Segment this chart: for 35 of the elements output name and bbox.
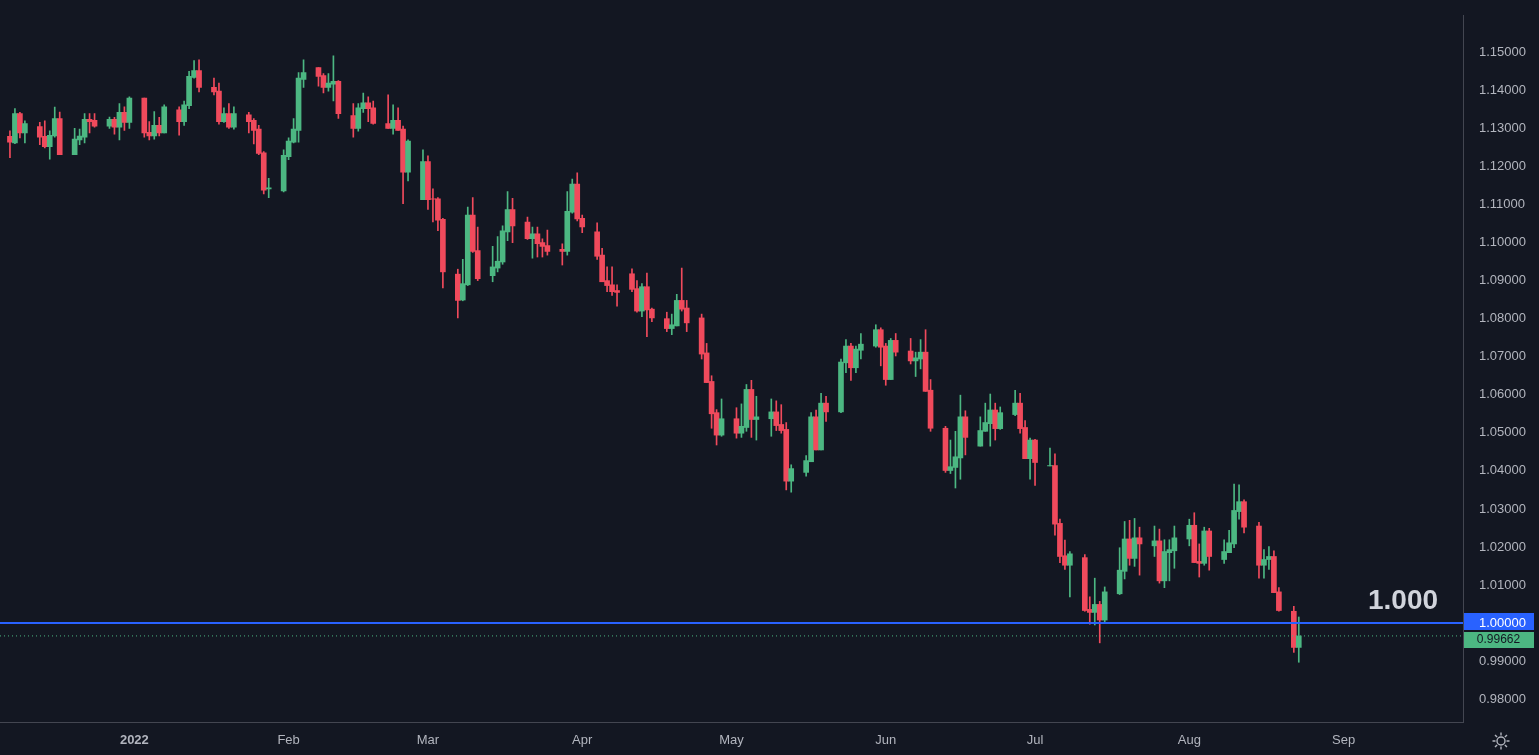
candlestick — [559, 243, 566, 266]
y-tick-label: 1.14000 — [1479, 81, 1526, 97]
x-tick-label: Mar — [416, 732, 440, 748]
candlestick — [385, 94, 391, 129]
y-tick-label: 0.98000 — [1479, 690, 1526, 706]
y-tick-label: 1.04000 — [1479, 462, 1526, 478]
candlestick — [365, 96, 372, 122]
x-tick-label: Sep — [1332, 732, 1356, 748]
y-tick-label: 1.03000 — [1479, 500, 1526, 516]
x-tick-label: Feb — [277, 732, 300, 748]
y-tick-label: 1.12000 — [1479, 158, 1526, 174]
y-tick-label: 1.11000 — [1479, 196, 1526, 212]
y-tick-label: 1.06000 — [1479, 386, 1526, 402]
candlestick — [1091, 577, 1098, 626]
y-tick-label: 1.05000 — [1479, 424, 1526, 440]
y-tick-label: 1.13000 — [1479, 120, 1526, 135]
candlestick — [1261, 549, 1267, 579]
x-tick-label: Jun — [875, 732, 897, 748]
y-tick-label: 1.09000 — [1479, 272, 1526, 288]
candlestick — [265, 177, 272, 199]
x-tick-label: Jul — [1026, 732, 1044, 748]
y-tick-label: 1.10000 — [1479, 234, 1526, 250]
ref-line-label: 0.99662 — [1476, 632, 1521, 647]
y-tick-label: 1.01000 — [1479, 576, 1526, 592]
y-tick-label: 0.99000 — [1479, 652, 1526, 668]
x-tick-label: May — [719, 732, 745, 748]
y-tick-label: 1.02000 — [1479, 538, 1526, 554]
x-tick-label: 2022 — [119, 732, 149, 748]
y-tick-label: 1.07000 — [1479, 348, 1526, 364]
y-tick-label: 1.08000 — [1479, 310, 1526, 326]
ref-line-label: 1.000 — [1367, 584, 1439, 616]
y-tick-label: 1.15000 — [1479, 43, 1526, 59]
y-tick-label: 1.00000 — [1479, 614, 1526, 630]
x-tick-label: Aug — [1177, 732, 1201, 748]
x-tick-label: Apr — [572, 732, 593, 748]
